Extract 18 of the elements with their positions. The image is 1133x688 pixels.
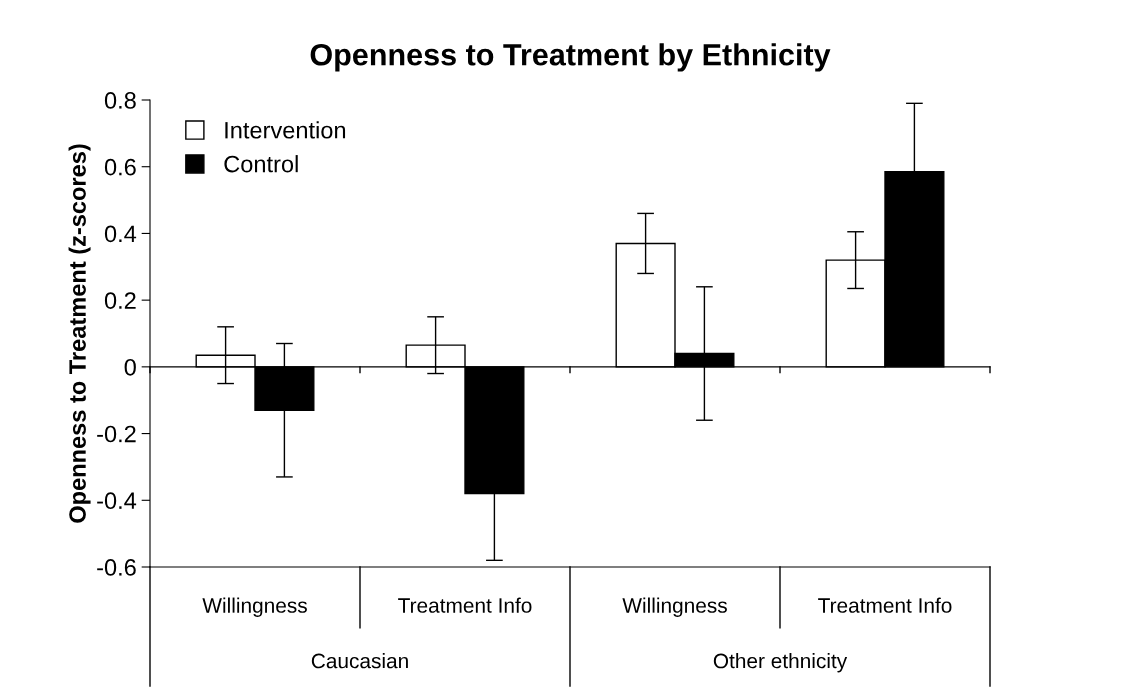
y-tick-label: -0.2	[97, 425, 136, 443]
y-tick-label: 0.2	[104, 292, 136, 309]
y-tick-label: -0.6	[97, 559, 136, 576]
text: Caucasian	[311, 653, 408, 669]
y-tick-label: 0.8	[104, 92, 136, 109]
x-tick-label: Treatment Info	[818, 597, 952, 613]
legend-label: Intervention	[225, 121, 346, 139]
y-tick-label: 0.4	[104, 225, 137, 243]
text: Other ethnicity	[713, 653, 848, 673]
y-tick-label: -0.4	[97, 492, 137, 510]
x-tick-label: Willingness	[202, 597, 307, 617]
y-tick-label: 0.6	[104, 158, 136, 176]
legend-label: Control	[224, 155, 298, 173]
x-tick-label: Willingness	[622, 597, 727, 617]
y-tick-label: 0	[124, 358, 136, 376]
y-axis-title: Openness to Treatment (z-scores)	[68, 144, 91, 523]
chart-title: Openness to Treatment by Ethnicity	[310, 43, 831, 72]
x-tick-label: Treatment Info	[398, 597, 532, 613]
